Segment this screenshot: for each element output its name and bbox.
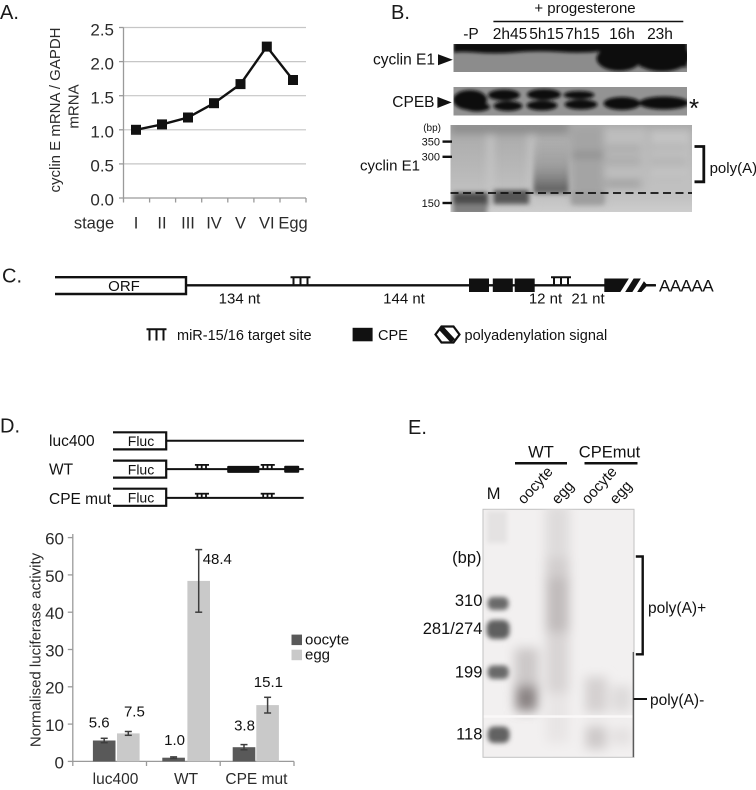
svg-text:ORF: ORF — [108, 278, 140, 295]
svg-text:III: III — [181, 215, 195, 233]
svg-text:12 nt: 12 nt — [529, 291, 563, 308]
svg-text:poly(A)-: poly(A)- — [650, 692, 704, 709]
svg-text:C.: C. — [2, 266, 22, 288]
svg-text:D.: D. — [0, 416, 20, 438]
svg-text:7.5: 7.5 — [124, 704, 145, 721]
svg-text:II: II — [157, 215, 166, 233]
svg-text:AAAAA: AAAAA — [659, 277, 714, 296]
svg-text:48.4: 48.4 — [203, 551, 232, 568]
svg-text:A.: A. — [0, 2, 19, 24]
svg-text:egg: egg — [305, 647, 330, 664]
svg-text:7h15: 7h15 — [565, 26, 599, 43]
svg-text:CPE mut: CPE mut — [49, 491, 112, 508]
svg-text:1.0: 1.0 — [90, 123, 114, 142]
svg-text:WT: WT — [528, 444, 554, 462]
svg-text:cyclin E mRNA / GAPDH: cyclin E mRNA / GAPDH — [47, 27, 64, 192]
svg-text:15.1: 15.1 — [254, 674, 283, 691]
svg-text:*: * — [689, 93, 699, 123]
svg-text:luc400: luc400 — [49, 433, 95, 450]
svg-text:CPE: CPE — [378, 328, 408, 344]
svg-text:CPEmut: CPEmut — [579, 444, 641, 462]
svg-text:20: 20 — [45, 679, 64, 698]
svg-text:IV: IV — [206, 215, 222, 233]
svg-text:2h45: 2h45 — [493, 26, 527, 43]
svg-text:Egg: Egg — [278, 215, 307, 233]
svg-text:cyclin E1: cyclin E1 — [373, 52, 435, 69]
svg-text:WT: WT — [49, 462, 74, 479]
svg-text:199: 199 — [455, 664, 483, 682]
svg-text:CPE mut: CPE mut — [225, 771, 288, 785]
svg-text:21 nt: 21 nt — [571, 291, 605, 308]
svg-text:mRNA: mRNA — [66, 84, 83, 128]
svg-text:poly(A): poly(A) — [710, 160, 756, 177]
svg-text:Normalised luciferase activity: Normalised luciferase activity — [28, 552, 45, 747]
svg-text:poly(A)+: poly(A)+ — [648, 600, 706, 617]
svg-text:2.5: 2.5 — [90, 21, 114, 40]
svg-text:144 nt: 144 nt — [383, 291, 426, 308]
svg-text:118: 118 — [456, 726, 482, 744]
svg-text:Fluc: Fluc — [128, 461, 154, 477]
svg-text:281/274: 281/274 — [423, 620, 483, 638]
svg-text:0: 0 — [55, 753, 64, 772]
svg-text:350: 350 — [422, 136, 440, 148]
svg-text:egg: egg — [548, 478, 577, 508]
svg-text:10: 10 — [45, 716, 64, 735]
svg-text:1.0: 1.0 — [164, 732, 185, 749]
svg-text:WT: WT — [174, 771, 199, 785]
svg-text:(bp): (bp) — [452, 549, 481, 567]
svg-text:+ progesterone: + progesterone — [534, 0, 635, 17]
svg-text:V: V — [235, 215, 246, 233]
svg-text:cyclin E1: cyclin E1 — [360, 158, 420, 175]
svg-text:CPEB: CPEB — [392, 94, 434, 111]
svg-text:23h: 23h — [647, 26, 673, 43]
svg-text:VI: VI — [259, 215, 275, 233]
svg-text:oocyte: oocyte — [305, 632, 349, 649]
svg-text:3.8: 3.8 — [234, 718, 255, 735]
svg-text:2.0: 2.0 — [90, 55, 114, 74]
svg-text:E.: E. — [408, 417, 427, 439]
svg-text:Fluc: Fluc — [128, 490, 154, 506]
svg-text:oocyte: oocyte — [514, 463, 556, 507]
svg-text:16h: 16h — [609, 26, 635, 43]
svg-text:stage: stage — [74, 215, 114, 233]
svg-text:0.5: 0.5 — [90, 157, 114, 176]
svg-text:300: 300 — [422, 151, 440, 163]
svg-text:60: 60 — [45, 530, 64, 549]
svg-text:(bp): (bp) — [423, 123, 441, 134]
svg-text:310: 310 — [455, 592, 483, 610]
svg-text:134 nt: 134 nt — [219, 291, 262, 308]
svg-text:30: 30 — [45, 641, 64, 660]
svg-text:polyadenylation signal: polyadenylation signal — [465, 328, 608, 344]
svg-text:luc400: luc400 — [93, 771, 139, 785]
svg-text:I: I — [134, 215, 139, 233]
svg-text:50: 50 — [45, 567, 64, 586]
svg-text:0.0: 0.0 — [90, 191, 114, 210]
svg-text:miR-15/16 target site: miR-15/16 target site — [177, 328, 312, 344]
svg-text:-P: -P — [463, 26, 479, 43]
svg-text:1.5: 1.5 — [90, 89, 114, 108]
svg-text:150: 150 — [422, 198, 440, 210]
svg-text:5.6: 5.6 — [89, 715, 110, 732]
svg-text:5h15: 5h15 — [529, 26, 563, 43]
svg-text:40: 40 — [45, 604, 64, 623]
svg-text:Fluc: Fluc — [128, 433, 154, 449]
svg-text:B.: B. — [391, 2, 410, 24]
svg-text:M: M — [487, 485, 501, 503]
